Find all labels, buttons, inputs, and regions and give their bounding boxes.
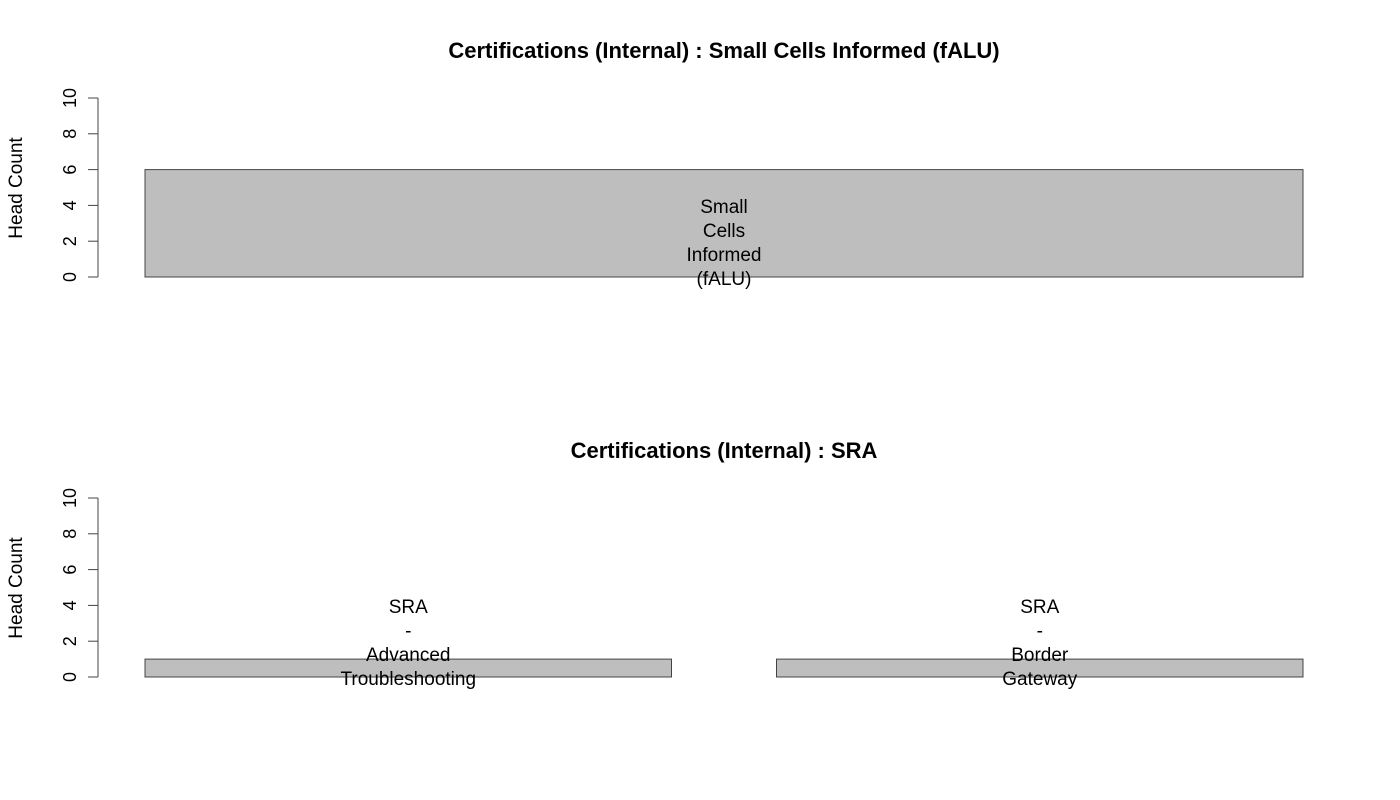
- category-label: SRA - Advanced Troubleshooting: [340, 597, 476, 690]
- y-tick-label: 6: [60, 165, 80, 175]
- category-label-line: (fALU): [697, 269, 752, 290]
- y-tick-label: 0: [60, 672, 80, 682]
- category-label-line: Gateway: [1002, 669, 1077, 690]
- category-label-line: SRA: [1020, 597, 1059, 618]
- chart-title: Certifications (Internal) : SRA: [571, 438, 878, 463]
- y-tick-label: 0: [60, 272, 80, 282]
- category-label-line: Troubleshooting: [340, 669, 476, 690]
- category-label: SRA - Border Gateway: [1002, 597, 1077, 690]
- y-tick-label: 10: [60, 88, 80, 108]
- y-tick-label: 6: [60, 565, 80, 575]
- category-label-line: Border: [1011, 645, 1069, 666]
- category-label-line: Small: [700, 197, 748, 218]
- category-label-line: Advanced: [366, 645, 451, 666]
- y-tick-label: 10: [60, 488, 80, 508]
- chart-panel-1: Certifications (Internal) : Small Cells …: [6, 38, 1304, 290]
- chart-panel-2: Certifications (Internal) : SRA Head Cou…: [6, 438, 1304, 690]
- category-label-line: Informed: [687, 245, 762, 266]
- y-axis-label: Head Count: [6, 137, 27, 239]
- y-tick-label: 8: [60, 129, 80, 139]
- bar: [144, 658, 672, 678]
- bar: [144, 169, 1304, 278]
- y-tick-label: 8: [60, 529, 80, 539]
- y-axis-label: Head Count: [6, 537, 27, 639]
- y-tick-label: 2: [60, 236, 80, 246]
- category-label-line: Cells: [703, 221, 745, 242]
- category-label: Small Cells Informed (fALU): [687, 197, 762, 290]
- category-label-line: -: [1037, 621, 1043, 642]
- y-tick-label: 2: [60, 636, 80, 646]
- bar: [776, 658, 1304, 678]
- category-label-line: -: [405, 621, 411, 642]
- y-tick-label: 4: [60, 200, 80, 210]
- y-tick-label: 4: [60, 600, 80, 610]
- chart-title: Certifications (Internal) : Small Cells …: [448, 38, 999, 63]
- category-label-line: SRA: [389, 597, 428, 618]
